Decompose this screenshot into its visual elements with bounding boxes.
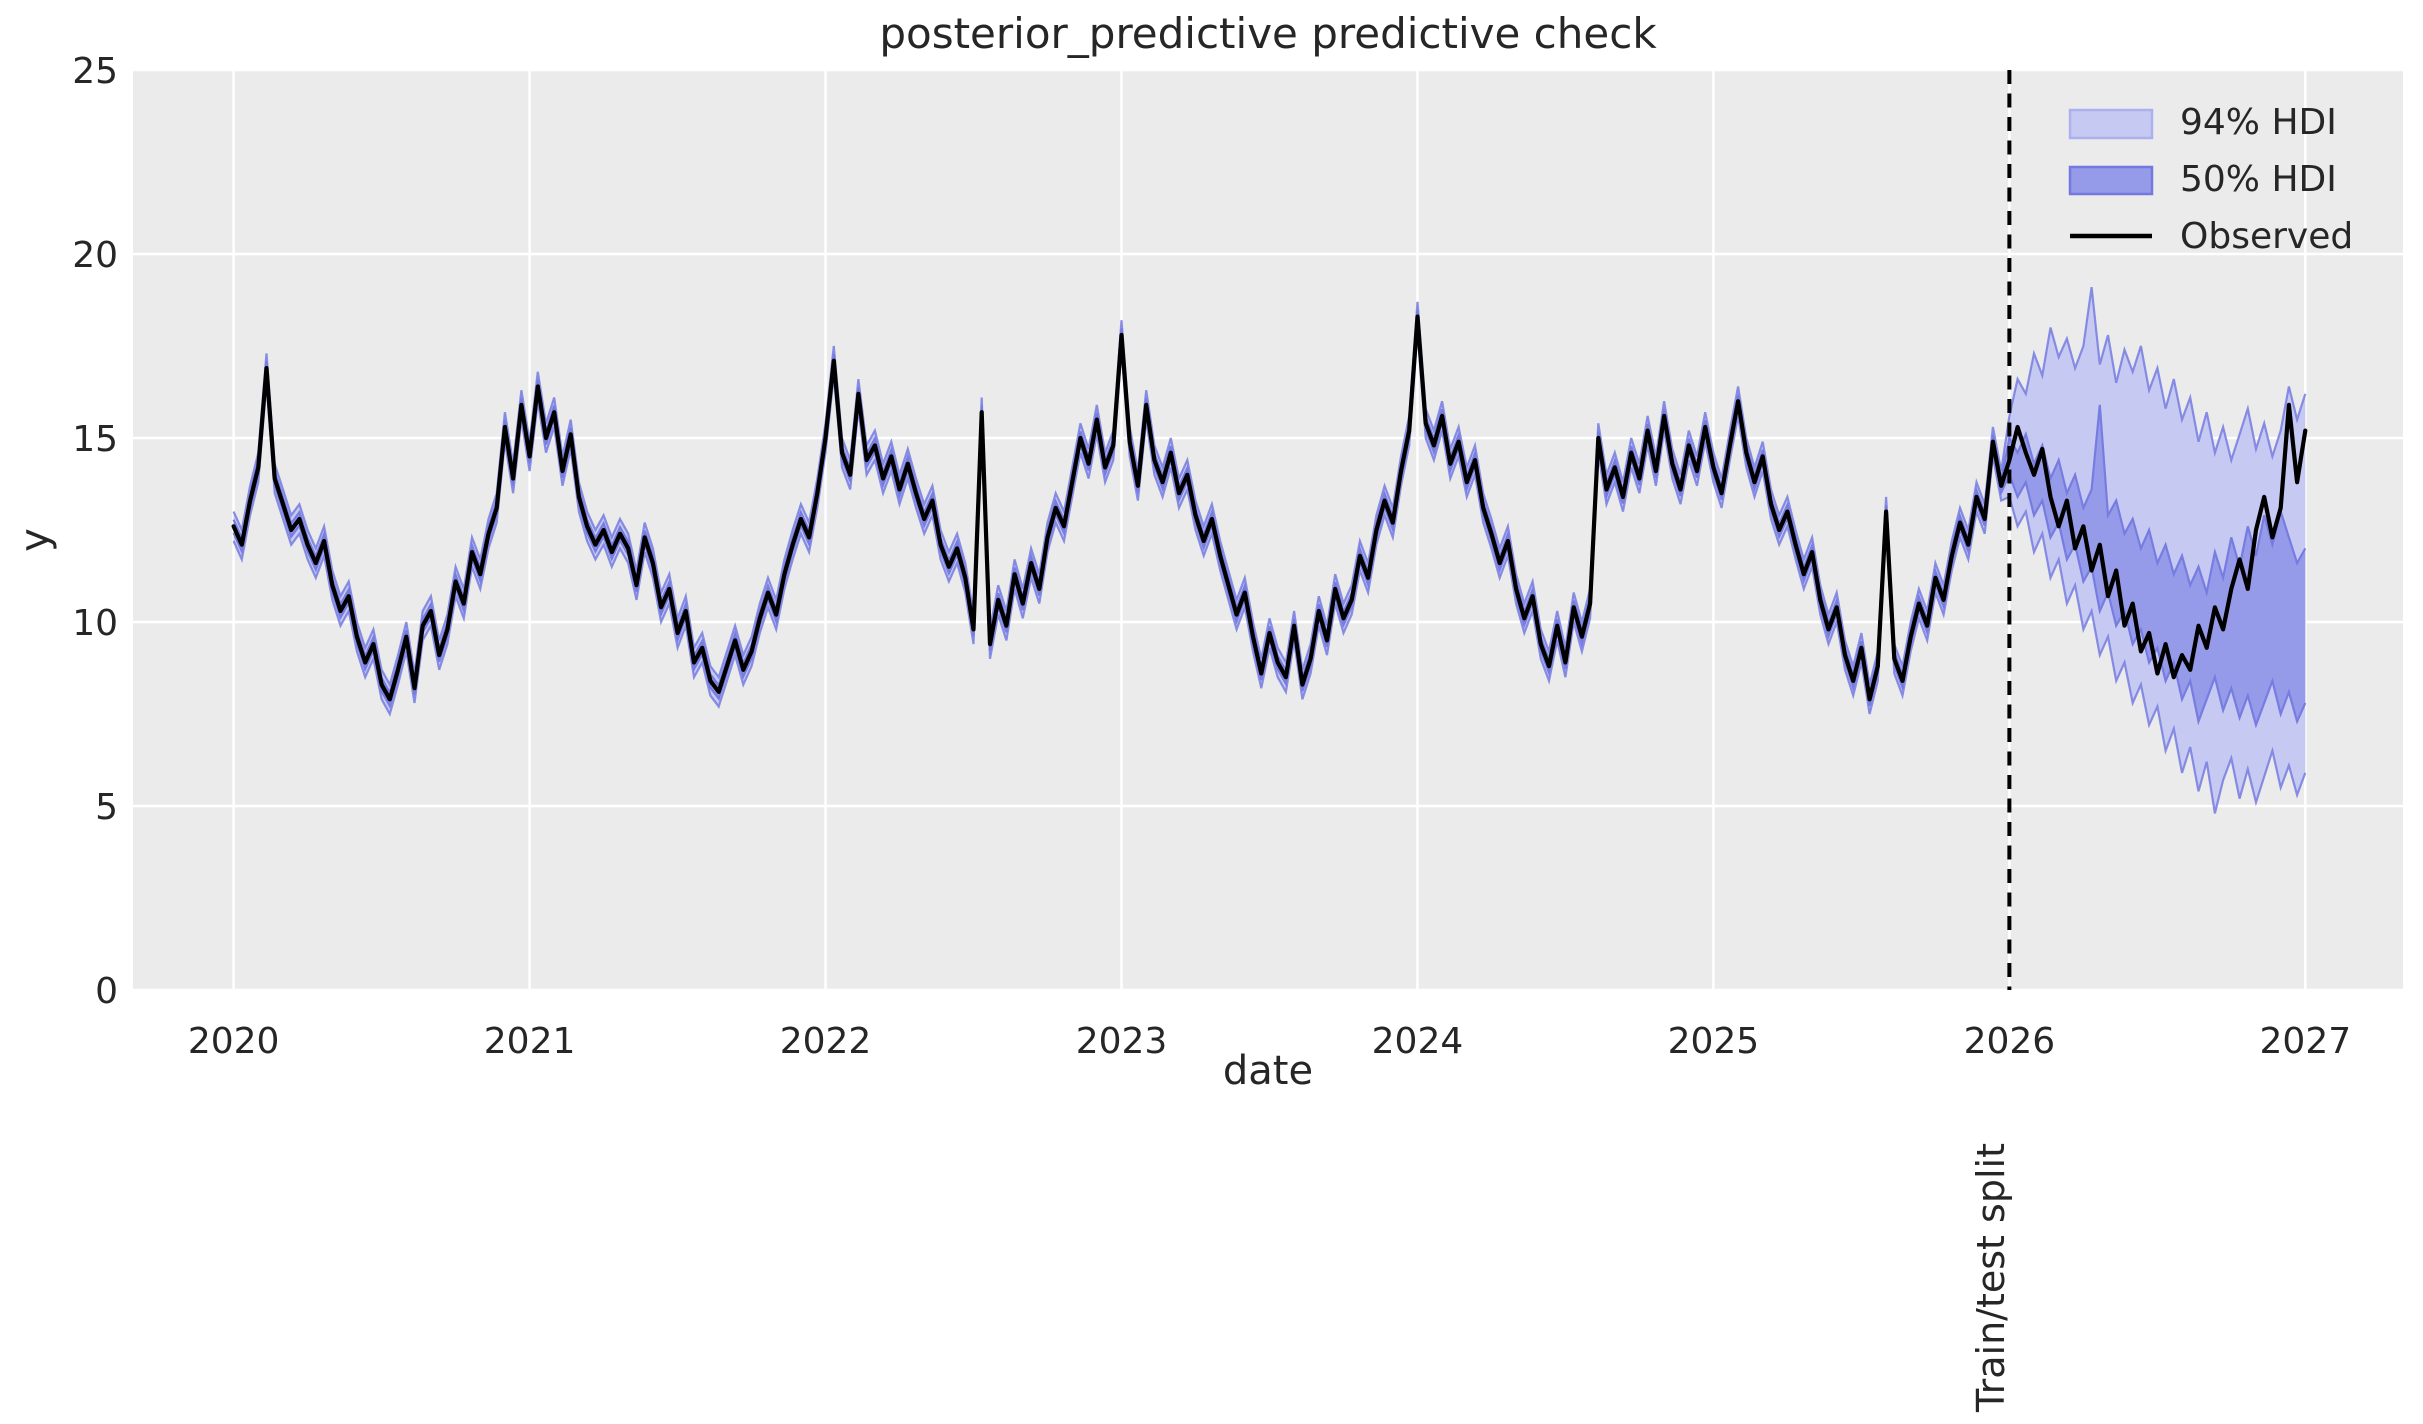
- chart-title: posterior_predictive predictive check: [879, 9, 1657, 58]
- legend-label-50-hdi: 50% HDI: [2180, 159, 2337, 200]
- legend-label-observed: Observed: [2180, 216, 2353, 257]
- y-tick-label: 15: [72, 419, 118, 460]
- legend: 94% HDI 50% HDI Observed: [2068, 102, 2353, 257]
- plot-area: [133, 70, 2403, 990]
- x-tick-label: 2022: [780, 1021, 872, 1062]
- y-axis-label: y: [12, 528, 58, 552]
- y-tick-label: 0: [95, 971, 118, 1012]
- y-tick-label: 5: [95, 787, 118, 828]
- x-tick-label: 2021: [484, 1021, 576, 1062]
- train-test-split-label: Train/test split: [1969, 1143, 2013, 1413]
- x-tick-label: 2020: [188, 1021, 280, 1062]
- y-tick-label: 20: [72, 235, 118, 276]
- x-tick-label: 2027: [2260, 1021, 2352, 1062]
- x-tick-label: 2025: [1668, 1021, 1760, 1062]
- y-tick-label: 25: [72, 51, 118, 92]
- y-tick-label: 10: [72, 603, 118, 644]
- x-tick-label: 2024: [1372, 1021, 1464, 1062]
- legend-swatch-50-hdi: [2068, 165, 2154, 196]
- hdi94-band-lower-edge: [232, 331, 2307, 814]
- x-tick-label: 2026: [1964, 1021, 2056, 1062]
- x-tick-label: 2023: [1076, 1021, 1168, 1062]
- legend-swatch-94-hdi: [2068, 108, 2154, 140]
- x-axis-label: date: [1223, 1048, 1313, 1094]
- legend-label-94-hdi: 94% HDI: [2180, 102, 2337, 143]
- observed-line: [231, 314, 2308, 702]
